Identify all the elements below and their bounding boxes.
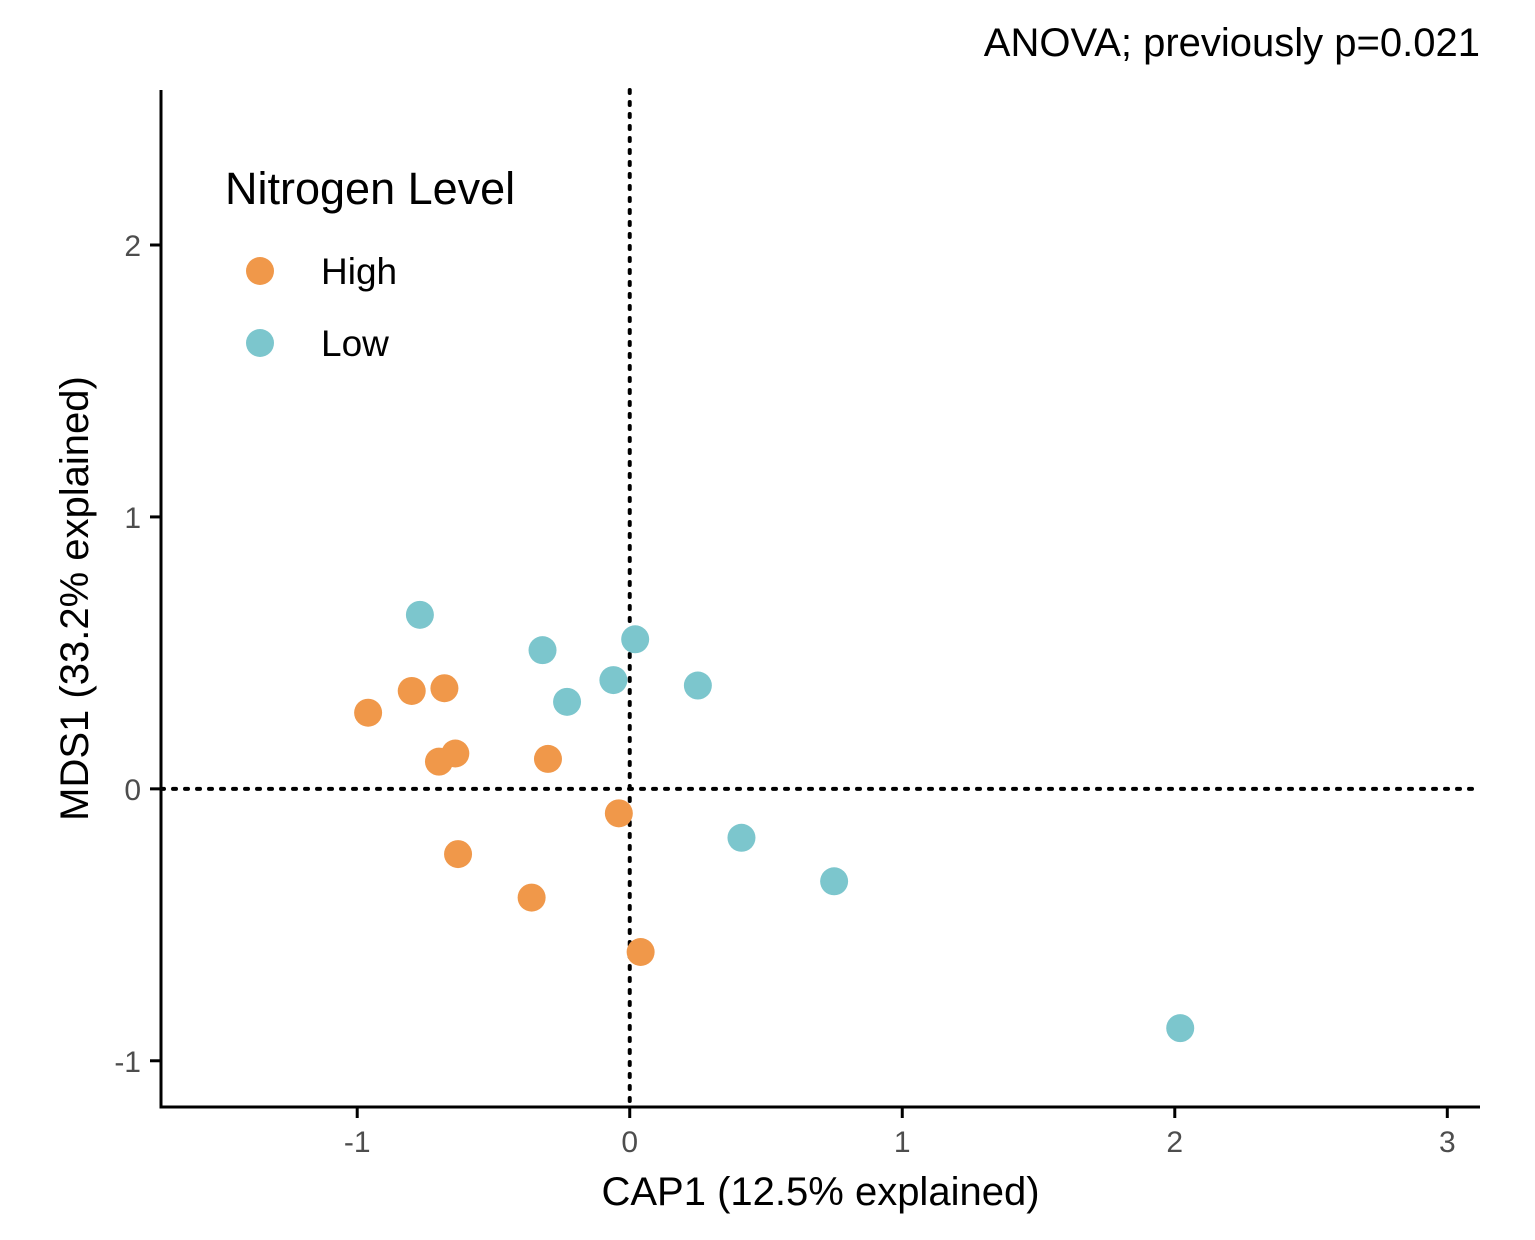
point-low	[599, 666, 628, 695]
legend-items: High Low	[246, 251, 397, 364]
point-high	[626, 938, 655, 967]
x-tick-label: 2	[1166, 1126, 1183, 1159]
legend-title: Nitrogen Level	[225, 163, 515, 214]
y-tick-label: 2	[124, 230, 141, 263]
y-tick-label: 1	[124, 502, 141, 535]
data-points	[354, 600, 1195, 1043]
legend-label-high: High	[321, 251, 397, 292]
point-low	[528, 636, 557, 665]
reference-lines	[159, 88, 1482, 1109]
point-low	[683, 671, 712, 700]
x-tick-label: -1	[344, 1126, 371, 1159]
x-tick-label: 0	[621, 1126, 638, 1159]
point-low	[553, 687, 582, 716]
point-high	[430, 674, 459, 703]
legend-key-high	[246, 257, 274, 285]
legend-key-low	[246, 329, 274, 357]
point-high	[444, 840, 473, 869]
point-high	[517, 883, 546, 912]
point-high	[604, 799, 633, 828]
y-tick-label: 0	[124, 774, 141, 807]
x-axis-ticks: -1 0 1 2 3	[344, 1107, 1456, 1159]
legend-label-low: Low	[321, 323, 389, 364]
point-low	[820, 867, 849, 896]
legend: Nitrogen Level High Low	[225, 163, 515, 364]
point-low	[727, 823, 756, 852]
y-axis-title: MDS1 (33.2% explained)	[53, 376, 97, 821]
point-low	[405, 600, 434, 629]
x-axis-title: CAP1 (12.5% explained)	[601, 1170, 1039, 1214]
point-high	[533, 744, 562, 773]
y-tick-label: -1	[114, 1046, 141, 1079]
point-low	[1166, 1014, 1195, 1043]
point-high	[397, 676, 426, 705]
point-high	[354, 698, 383, 727]
point-low	[621, 625, 650, 654]
point-high	[441, 739, 470, 768]
anova-annotation: ANOVA; previously p=0.021	[984, 21, 1480, 65]
x-tick-label: 3	[1439, 1126, 1456, 1159]
x-tick-label: 1	[894, 1126, 911, 1159]
y-axis-ticks: -1 0 1 2	[114, 230, 161, 1079]
